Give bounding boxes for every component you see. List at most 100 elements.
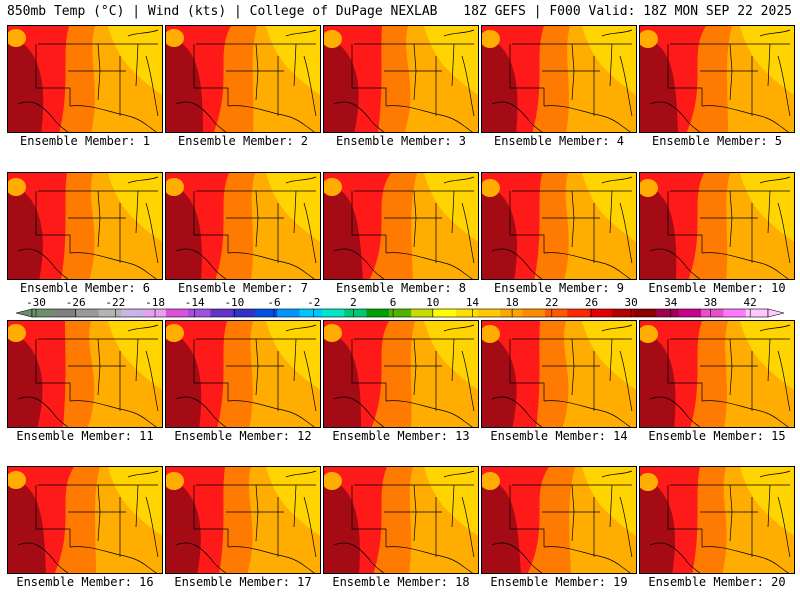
boundary-line (413, 338, 417, 396)
panel-label: Ensemble Member: 3 (335, 134, 467, 148)
boundary-line (451, 484, 455, 528)
far-west-zone (324, 34, 359, 132)
colorbar-tick-label: -10 (224, 296, 244, 309)
temperature-map (8, 26, 162, 132)
boundary-line (729, 190, 733, 248)
boundary-line (609, 43, 613, 87)
northwest-cool-spot (166, 324, 184, 342)
colorbar-segment (455, 309, 479, 317)
panel-label: Ensemble Member: 4 (493, 134, 625, 148)
far-west-zone (8, 181, 43, 279)
northeast-zone (108, 26, 162, 95)
boundary-line (619, 350, 633, 412)
northeast-zone (582, 26, 636, 95)
boundary-line (701, 400, 789, 427)
temperature-map (324, 173, 478, 279)
northeast-zone (424, 173, 478, 242)
temperature-map (8, 467, 162, 573)
far-west-zone (166, 329, 202, 427)
boundary-line (69, 105, 157, 132)
boundary-line (609, 338, 613, 382)
colorbar-segment (723, 309, 747, 317)
boundary-line (729, 484, 733, 542)
boundary-line (255, 190, 259, 248)
temperature-map (324, 467, 478, 573)
boundary-line (97, 43, 101, 101)
boundary-line (193, 339, 229, 401)
boundary-line (333, 101, 385, 132)
ensemble-panel (639, 320, 795, 428)
boundary-line (385, 400, 473, 427)
northeast-zone (108, 467, 162, 536)
panel-label: Ensemble Member: 15 (648, 429, 786, 443)
boundary-line (767, 484, 771, 528)
far-west-zone (166, 34, 203, 132)
map-boundaries (491, 470, 633, 573)
far-west-zone (8, 329, 43, 427)
boundary-line (227, 400, 315, 427)
colorbar-tick-label: -30 (26, 296, 46, 309)
colorbar-segment (76, 309, 100, 317)
boundary-line (601, 29, 633, 37)
boundary-line (175, 542, 227, 573)
northeast-zone (424, 467, 478, 536)
colorbar-segment (121, 309, 145, 317)
colorbar-tick-label: 6 (390, 296, 397, 309)
boundary-line (333, 396, 385, 427)
northwest-cool-spot (8, 471, 26, 489)
boundary-line (413, 190, 417, 248)
panel-label: Ensemble Member: 10 (648, 281, 786, 295)
northwest-cool-spot (640, 325, 658, 343)
boundary-line (351, 191, 387, 253)
boundary-line (97, 190, 101, 248)
colorbar-segment (678, 309, 702, 317)
map-boundaries (17, 176, 159, 279)
colorbar-segment (745, 309, 769, 317)
temperature-map (640, 26, 794, 132)
boundary-line (69, 252, 157, 279)
colorbar-segment (366, 309, 390, 317)
boundary-line (35, 44, 71, 106)
colorbar-left-arrow (15, 308, 33, 318)
boundary-line (413, 484, 417, 542)
northeast-zone (582, 467, 636, 536)
panel-label: Ensemble Member: 20 (648, 575, 786, 589)
far-west-zone (482, 181, 517, 279)
temperature-map (482, 321, 636, 427)
temperature-map (8, 321, 162, 427)
ensemble-panel (165, 172, 321, 280)
map-boundaries (17, 324, 159, 427)
panel-label: Ensemble Member: 13 (332, 429, 470, 443)
panel-label: Ensemble Member: 6 (19, 281, 151, 295)
temperature-map (482, 467, 636, 573)
panel-label: Ensemble Member: 7 (177, 281, 309, 295)
colorbar-tick-label: 2 (350, 296, 357, 309)
boundary-line (385, 252, 473, 279)
northeast-zone (424, 26, 478, 95)
map-boundaries (175, 176, 317, 279)
colorbar-segment (478, 309, 501, 317)
boundary-line (351, 44, 387, 106)
boundary-line (303, 350, 317, 412)
chart-title: 850mb Temp (°C) | Wind (kts) | College o… (7, 4, 438, 19)
boundary-line (175, 101, 227, 132)
run-info: 18Z GEFS | F000 Valid: 18Z MON SEP 22 20… (463, 4, 792, 19)
northwest-cool-spot (482, 472, 500, 490)
ensemble-panel (165, 466, 321, 574)
map-boundaries (649, 324, 791, 427)
panel-label: Ensemble Member: 2 (177, 134, 309, 148)
temperature-map (166, 26, 320, 132)
boundary-line (135, 338, 139, 382)
boundary-line (385, 546, 473, 573)
boundary-line (255, 43, 259, 101)
far-west-zone (640, 34, 678, 132)
boundary-line (509, 191, 545, 253)
colorbar-segment (210, 309, 234, 317)
boundary-line (293, 190, 297, 234)
colorbar-segment (589, 309, 613, 317)
ensemble-panel (639, 172, 795, 280)
boundary-line (227, 105, 315, 132)
panel-label: Ensemble Member: 19 (490, 575, 628, 589)
northwest-cool-spot (324, 178, 342, 196)
northeast-zone (740, 173, 794, 242)
